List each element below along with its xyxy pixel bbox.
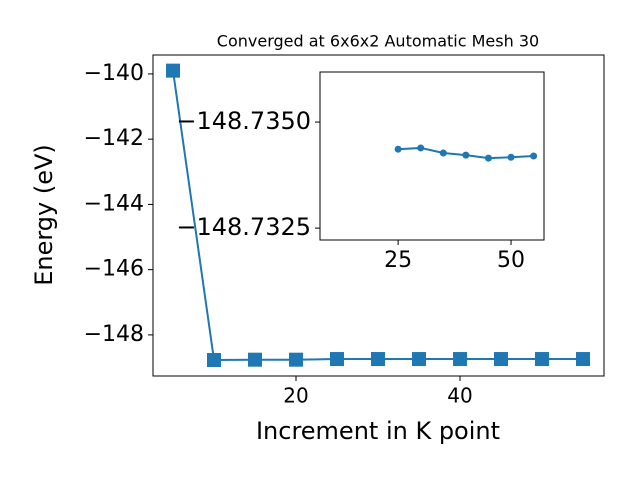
marker	[248, 352, 263, 367]
plot-area	[319, 71, 545, 241]
marker	[330, 352, 345, 367]
marker	[494, 352, 509, 367]
marker	[371, 352, 386, 367]
plot-group	[394, 144, 538, 162]
x-axis-label: Increment in K point	[256, 417, 500, 445]
marker	[462, 151, 470, 159]
y-tick-label: −140	[84, 61, 144, 86]
marker	[417, 144, 425, 152]
marker	[530, 152, 538, 160]
marker	[289, 352, 304, 367]
x-tick-label: 25	[384, 248, 412, 273]
marker	[207, 353, 222, 368]
marker	[453, 352, 468, 367]
chart-title: Converged at 6x6x2 Automatic Mesh 30	[217, 32, 539, 51]
y-axis-label: Energy (eV)	[30, 144, 58, 286]
x-tick-label: 50	[497, 248, 525, 273]
y-tick-label: −144	[84, 191, 144, 216]
marker	[535, 352, 550, 367]
y-tick-label: −148.7350	[176, 107, 311, 135]
y-tick-label: −142	[84, 126, 144, 151]
marker	[507, 153, 515, 161]
y-tick-label: −148	[84, 322, 144, 347]
marker	[576, 352, 591, 367]
marker	[166, 63, 181, 78]
marker	[439, 149, 447, 157]
marker	[412, 352, 427, 367]
plot-group	[166, 63, 591, 368]
y-tick-label: −148.7325	[176, 213, 311, 241]
marker	[484, 154, 492, 162]
x-tick-label: 20	[283, 384, 308, 408]
marker	[394, 145, 402, 153]
y-tick-label: −146	[84, 257, 144, 282]
x-tick-label: 40	[447, 384, 472, 408]
